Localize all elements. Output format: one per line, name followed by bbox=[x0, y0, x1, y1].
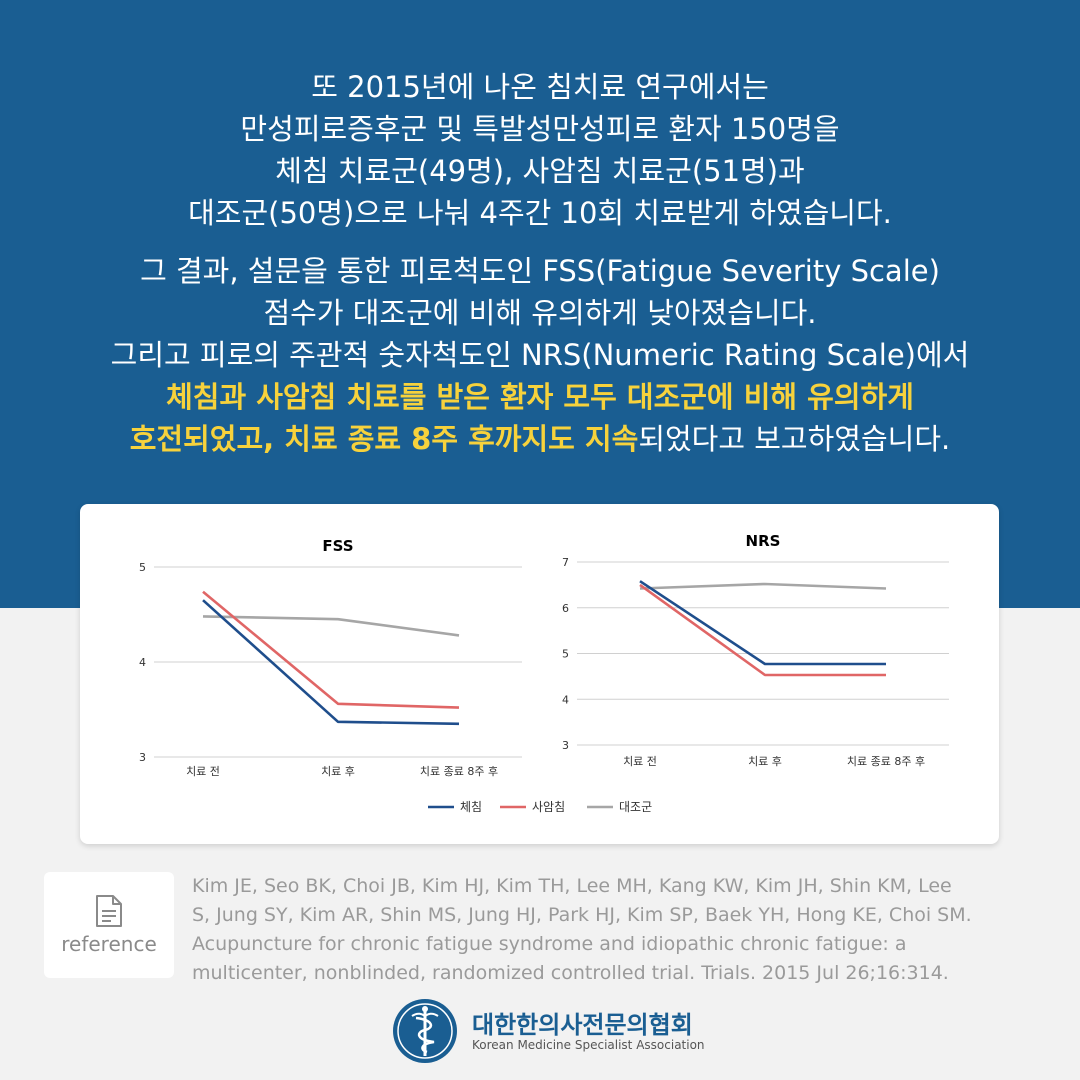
org-name-en: Korean Medicine Specialist Association bbox=[472, 1038, 705, 1052]
intro-line: 점수가 대조군에 비해 유의하게 낮아졌습니다. bbox=[263, 296, 817, 330]
reference-box: reference bbox=[44, 872, 174, 978]
citation-line: S, Jung SY, Kim AR, Shin MS, Jung HJ, Pa… bbox=[192, 904, 972, 926]
highlight-text: 체침과 사암침 치료를 받은 환자 모두 대조군에 비해 유의하게 bbox=[166, 380, 914, 414]
nrs-series-line bbox=[639, 583, 886, 677]
chart-card: FSS 3 4 5 치료 전 치료 후 치료 종료 8주 후 NRS 3 4 5 6 7 치료 전 치료 후… bbox=[80, 504, 999, 844]
fss-chart: FSS 3 4 5 치료 전 치료 후 치료 종료 8주 후 bbox=[139, 537, 522, 778]
fss-y-tick-label: 3 bbox=[139, 751, 146, 764]
intro-paragraph-1: 또 2015년에 나온 침치료 연구에서는 만성피로증후군 및 특발성만성피로 … bbox=[40, 66, 1040, 234]
intro-paragraph-2: 그 결과, 설문을 통한 피로척도인 FSS(Fatigue Severity … bbox=[40, 250, 1040, 460]
intro-line: 호전되었고, 치료 종료 8주 후까지도 지속되었다고 보고하였습니다. bbox=[40, 418, 1040, 460]
fss-series-line bbox=[202, 615, 460, 637]
nrs-y-tick-label: 6 bbox=[562, 602, 569, 615]
intro-line: 체침 치료군(49명), 사암침 치료군(51명)과 bbox=[275, 154, 805, 188]
nrs-x-tick-label: 치료 종료 8주 후 bbox=[847, 755, 925, 768]
document-icon bbox=[96, 895, 122, 927]
nrs-chart: NRS 3 4 5 6 7 치료 전 치료 후 치료 종료 8주 후 bbox=[562, 532, 949, 768]
fss-title: FSS bbox=[322, 537, 353, 555]
nrs-y-tick-label: 4 bbox=[562, 693, 569, 706]
intro-line: 그 결과, 설문을 통한 피로척도인 FSS(Fatigue Severity … bbox=[140, 254, 940, 288]
fss-series-line bbox=[202, 599, 460, 726]
nrs-x-tick-label: 치료 후 bbox=[748, 755, 782, 768]
fss-series-line bbox=[202, 590, 460, 709]
citation-line: Acupuncture for chronic fatigue syndrome… bbox=[192, 933, 907, 955]
citation-line: multicenter, nonblinded, randomized cont… bbox=[192, 962, 949, 984]
fss-x-tick-label: 치료 후 bbox=[321, 765, 355, 778]
reference-label: reference bbox=[61, 932, 157, 956]
org-name: 대한한의사전문의협회 bbox=[472, 1011, 693, 1039]
nrs-title: NRS bbox=[746, 532, 781, 550]
fss-x-tick-label: 치료 종료 8주 후 bbox=[420, 765, 498, 778]
intro-line-tail: 되었다고 보고하였습니다. bbox=[638, 422, 951, 456]
citation-text: Kim JE, Seo BK, Choi JB, Kim HJ, Kim TH,… bbox=[192, 872, 1042, 988]
legend-label: 대조군 bbox=[619, 800, 652, 814]
fss-y-tick-label: 5 bbox=[139, 561, 146, 574]
caduceus-emblem-icon bbox=[393, 999, 457, 1063]
citation-line: Kim JE, Seo BK, Choi JB, Kim HJ, Kim TH,… bbox=[192, 875, 952, 897]
intro-line: 대조군(50명)으로 나눠 4주간 10회 치료받게 하였습니다. bbox=[188, 196, 892, 230]
nrs-y-tick-label: 5 bbox=[562, 648, 569, 661]
nrs-y-tick-label: 3 bbox=[562, 739, 569, 752]
legend-label: 체침 bbox=[460, 800, 482, 814]
nrs-series-line bbox=[639, 580, 886, 666]
intro-line: 또 2015년에 나온 침치료 연구에서는 bbox=[311, 70, 769, 104]
chart-legend: 체침 사암침 대조군 bbox=[428, 800, 652, 814]
fss-x-tick-label: 치료 전 bbox=[186, 765, 220, 778]
nrs-y-tick-label: 7 bbox=[562, 556, 569, 569]
highlight-text: 호전되었고, 치료 종료 8주 후까지도 지속 bbox=[129, 422, 639, 456]
intro-line: 만성피로증후군 및 특발성만성피로 환자 150명을 bbox=[240, 112, 840, 146]
nrs-x-tick-label: 치료 전 bbox=[623, 755, 657, 768]
fss-y-tick-label: 4 bbox=[139, 656, 146, 669]
legend-label: 사암침 bbox=[532, 800, 565, 814]
nrs-series-line bbox=[639, 582, 887, 590]
intro-line: 그리고 피로의 주관적 숫자척도인 NRS(Numeric Rating Sca… bbox=[110, 338, 970, 372]
intro-line: 체침과 사암침 치료를 받은 환자 모두 대조군에 비해 유의하게 bbox=[40, 376, 1040, 418]
intro-text: 또 2015년에 나온 침치료 연구에서는 만성피로증후군 및 특발성만성피로 … bbox=[40, 66, 1040, 460]
